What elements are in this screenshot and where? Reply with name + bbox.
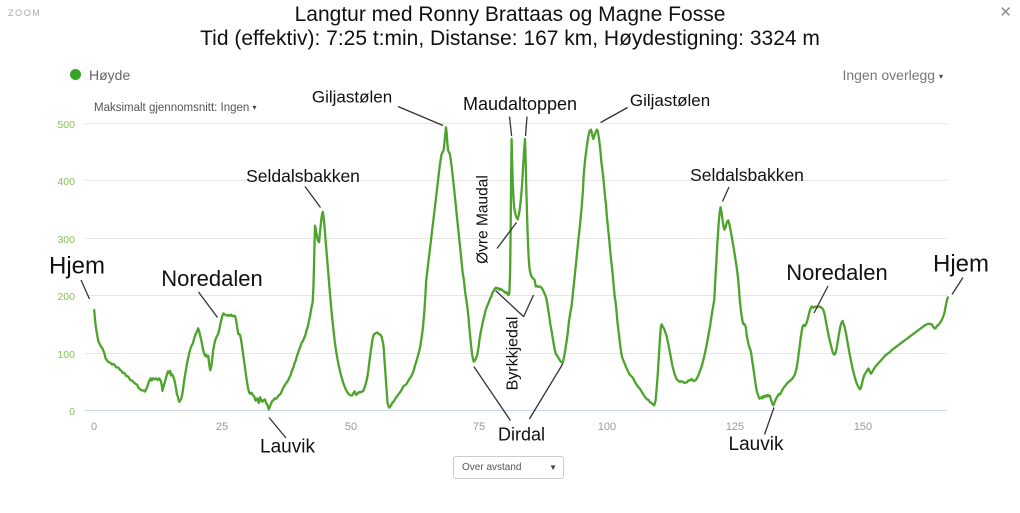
svg-text:Dirdal: Dirdal: [498, 425, 545, 445]
svg-text:75: 75: [473, 421, 485, 433]
svg-text:Seldalsbakken: Seldalsbakken: [690, 165, 804, 185]
svg-text:300: 300: [57, 234, 75, 246]
svg-text:0: 0: [69, 406, 75, 418]
svg-text:25: 25: [216, 421, 228, 433]
svg-text:Giljastølen: Giljastølen: [312, 88, 392, 107]
svg-text:200: 200: [57, 291, 75, 303]
svg-text:400: 400: [57, 176, 75, 188]
svg-text:Maudaltoppen: Maudaltoppen: [463, 94, 577, 114]
svg-text:Noredalen: Noredalen: [786, 260, 888, 285]
svg-text:Hjem: Hjem: [49, 253, 105, 280]
svg-text:Seldalsbakken: Seldalsbakken: [246, 166, 360, 186]
svg-text:Giljastølen: Giljastølen: [630, 91, 710, 110]
svg-text:Hjem: Hjem: [933, 251, 989, 278]
svg-text:Øvre Maudal: Øvre Maudal: [475, 175, 492, 264]
svg-text:150: 150: [854, 421, 872, 433]
svg-text:Byrkkjedal: Byrkkjedal: [505, 317, 522, 391]
svg-text:Noredalen: Noredalen: [161, 266, 263, 291]
svg-text:Lauvik: Lauvik: [729, 434, 784, 455]
svg-text:100: 100: [57, 349, 75, 361]
svg-text:0: 0: [91, 421, 97, 433]
svg-text:100: 100: [598, 421, 616, 433]
svg-text:50: 50: [345, 421, 357, 433]
svg-text:125: 125: [726, 421, 744, 433]
svg-text:Lauvik: Lauvik: [260, 437, 315, 458]
svg-text:500: 500: [57, 119, 75, 131]
